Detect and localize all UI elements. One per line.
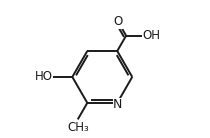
Text: OH: OH — [143, 29, 161, 42]
Text: N: N — [113, 98, 123, 112]
Text: CH₃: CH₃ — [67, 121, 89, 134]
Text: HO: HO — [35, 71, 52, 83]
Text: O: O — [114, 15, 123, 28]
